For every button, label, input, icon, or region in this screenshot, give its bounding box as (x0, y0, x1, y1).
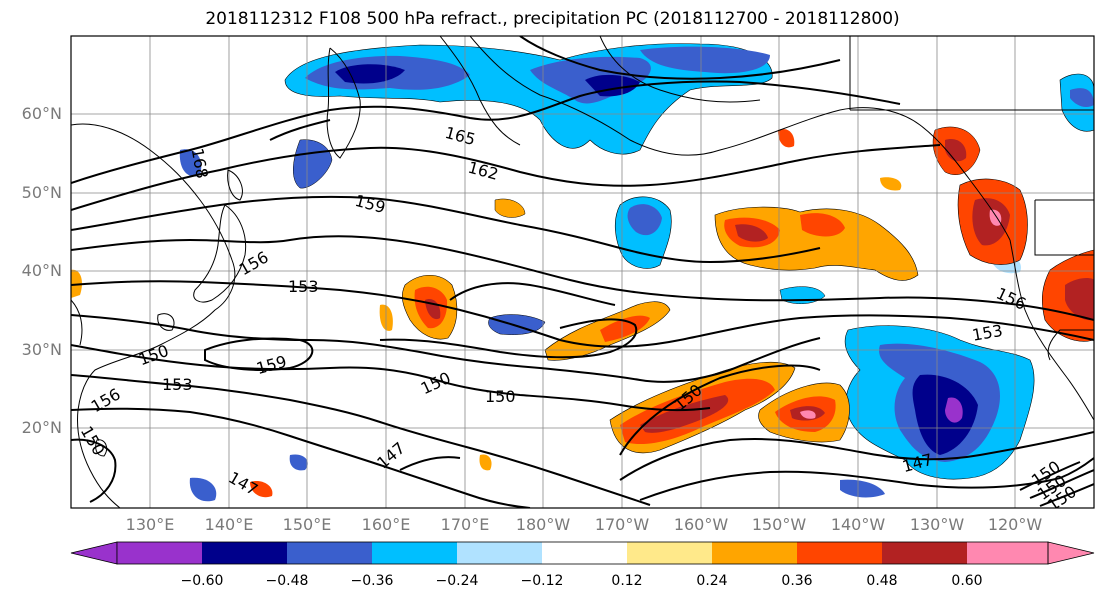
longitude-label: 130°W (909, 515, 965, 534)
latitude-label: 60°N (21, 104, 62, 123)
refractivity-contours (71, 36, 1094, 508)
colorbar-segment (202, 542, 287, 564)
colorbar-segment (542, 542, 627, 564)
colorbar-segment (457, 542, 542, 564)
negative-anomaly-fields (179, 43, 1094, 502)
longitude-label: 140°E (204, 515, 254, 534)
colorbar-segment (117, 542, 202, 564)
colorbar-tick-label: −0.24 (435, 573, 479, 589)
colorbar-segment (627, 542, 712, 564)
colorbar-segment (797, 542, 882, 564)
colorbar-segment (372, 542, 457, 564)
longitude-label: 140°W (830, 515, 886, 534)
colorbar-tick-label: −0.36 (350, 573, 394, 589)
longitude-label: 150°W (751, 515, 807, 534)
contour-label: 150 (485, 387, 516, 406)
alaska-coastline (469, 36, 1011, 241)
map-title: 2018112312 F108 500 hPa refract., precip… (205, 9, 900, 29)
asia-coastline (71, 123, 236, 508)
longitude-label: 130°E (125, 515, 175, 534)
longitude-label: 150°E (282, 515, 332, 534)
longitude-label: 160°E (361, 515, 411, 534)
colorbar-tick-label: 0.12 (611, 573, 643, 589)
longitude-label: 170°W (594, 515, 650, 534)
colorbar-tick-label: 0.24 (696, 573, 728, 589)
contour-label: 153 (288, 277, 319, 296)
colorbar-segment (967, 542, 1048, 564)
colorbar-low-extension (70, 541, 118, 565)
colorbar (70, 541, 1095, 565)
colorbar-segment (882, 542, 967, 564)
colorbar-tick-label: 0.48 (866, 573, 898, 589)
latitude-label: 20°N (21, 418, 62, 437)
latitude-label: 50°N (21, 183, 62, 202)
contour-label: 153 (162, 375, 193, 394)
kamchatka-coastline (326, 47, 361, 159)
colorbar-segment (712, 542, 797, 564)
colorbar-tick-label: −0.48 (265, 573, 309, 589)
longitude-label: 160°W (673, 515, 729, 534)
colorbar-segment (287, 542, 372, 564)
latitude-label: 40°N (21, 261, 62, 280)
longitude-label: 170°E (440, 515, 490, 534)
longitude-label: 120°W (987, 515, 1043, 534)
colorbar-tick-label: −0.12 (520, 573, 564, 589)
colorbar-tick-label: 0.36 (781, 573, 813, 589)
latitude-label: 30°N (21, 340, 62, 359)
map-frame (70, 35, 1095, 509)
north-america-west-coastline (1009, 239, 1094, 421)
colorbar-tick-label: 0.60 (951, 573, 983, 589)
colorbar-tick-label: −0.60 (180, 573, 224, 589)
colorbar-high-extension (1047, 541, 1095, 565)
coastlines (71, 36, 1094, 508)
longitude-label: 180°W (515, 515, 571, 534)
